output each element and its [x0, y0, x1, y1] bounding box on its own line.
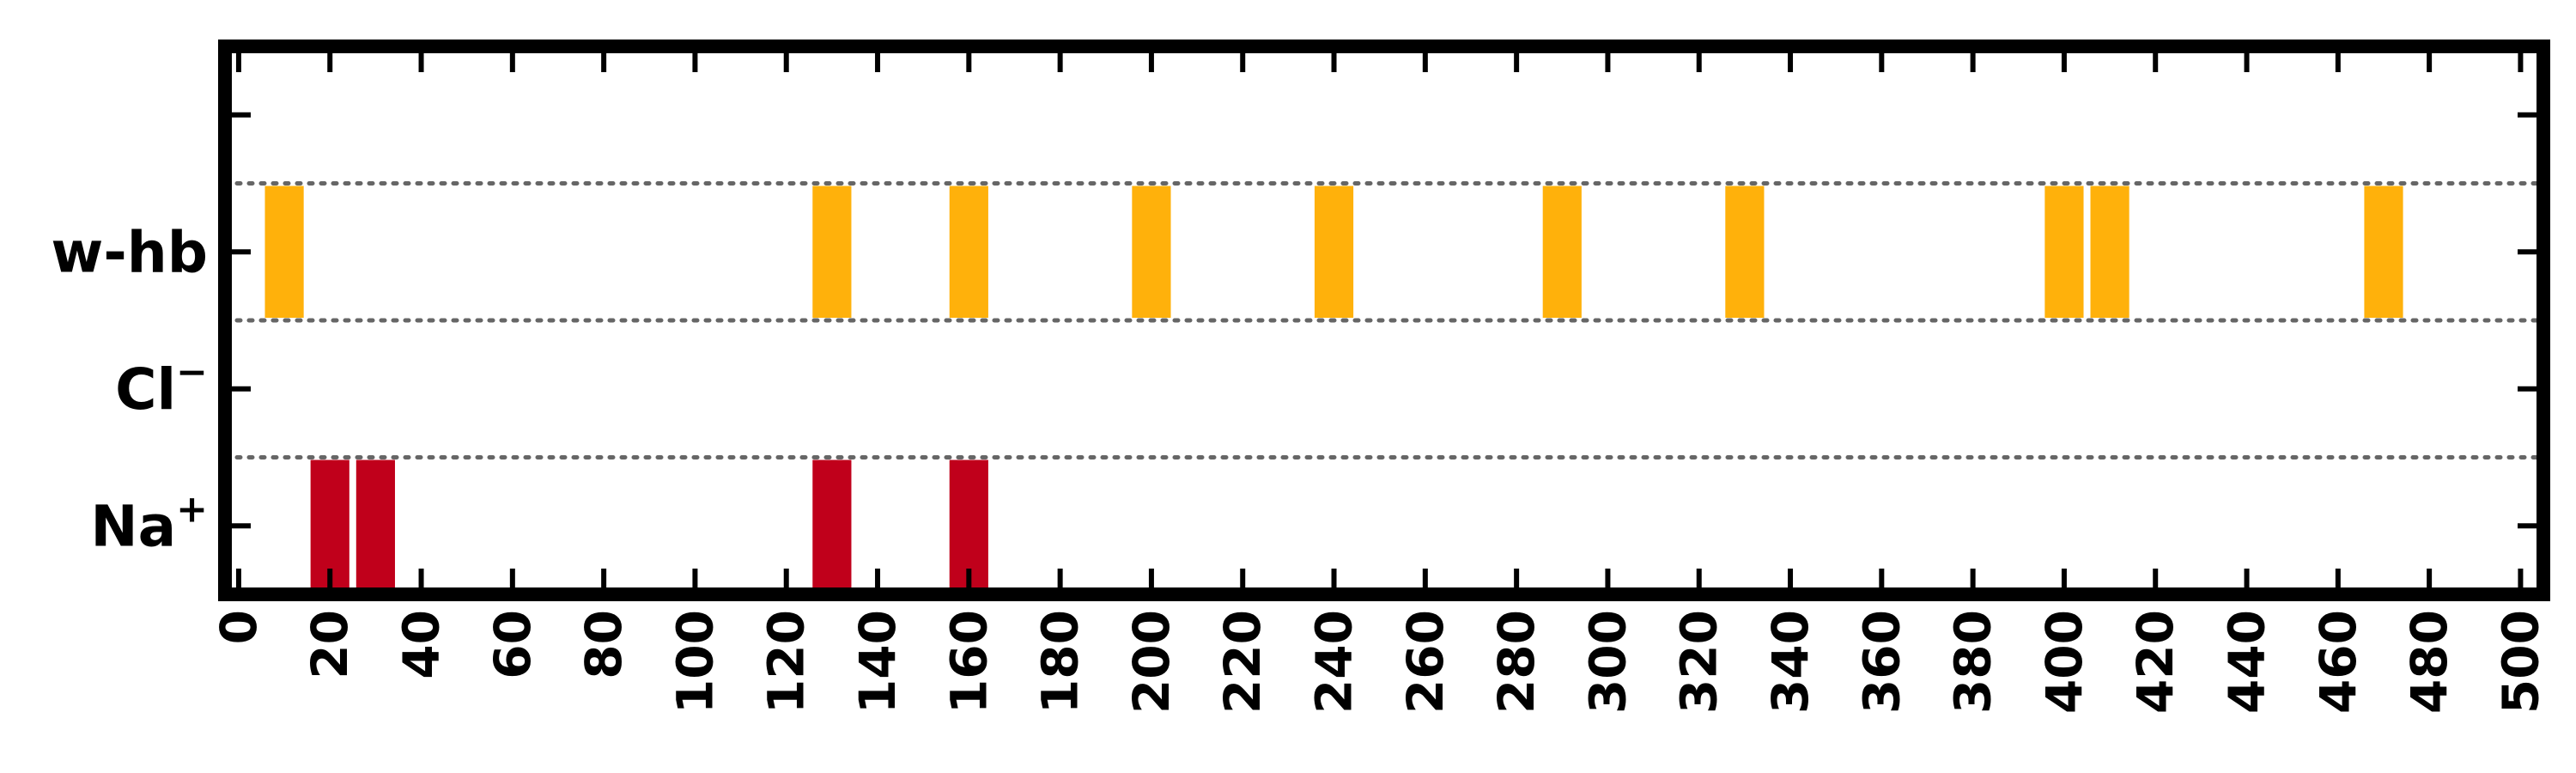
x-tick-label: 160	[939, 610, 998, 714]
x-tick-label: 480	[2400, 610, 2458, 714]
y-category-label: w-hb	[51, 219, 208, 285]
x-tick-label: 380	[1944, 610, 2002, 714]
event-bar	[949, 186, 988, 318]
x-tick-label: 360	[1852, 610, 1911, 714]
x-tick-label: 240	[1305, 610, 1364, 714]
x-tick-label: 460	[2309, 610, 2367, 714]
y-category-label: Na+	[90, 487, 208, 559]
event-bar	[1725, 186, 1765, 318]
event-bar	[2364, 186, 2403, 318]
x-tick-label: 340	[1761, 610, 1820, 714]
grid-lines	[222, 181, 2546, 460]
x-tick-label: 0	[210, 610, 268, 644]
plot-frame	[218, 40, 2550, 601]
x-tick-label: 320	[1670, 610, 1728, 714]
event-bar	[812, 186, 852, 318]
x-tick-label: 500	[2491, 610, 2549, 714]
y-category-label: Cl−	[115, 350, 208, 423]
x-tick-label: 280	[1487, 610, 1546, 714]
x-tick-label: 440	[2218, 610, 2276, 714]
x-tick-labels: 0 20 40 60 80 100 120 140 160 180 200 220 240 260 280 3…	[210, 610, 2549, 714]
x-tick-label: 400	[2035, 610, 2093, 714]
x-tick-label: 60	[483, 610, 542, 679]
event-bar	[812, 460, 852, 592]
event-bar	[2044, 186, 2084, 318]
x-tick-label: 420	[2126, 610, 2184, 714]
event-bar	[2090, 186, 2129, 318]
event-bar	[1542, 186, 1582, 318]
x-tick-label: 80	[574, 610, 633, 679]
event-bar	[1314, 186, 1354, 318]
y-tick-labels: Na+ Cl− w-hb	[51, 219, 208, 559]
x-tick-label: 120	[757, 610, 816, 714]
x-tick-label: 200	[1122, 610, 1181, 714]
x-tick-label: 260	[1396, 610, 1455, 714]
x-tick-label: 300	[1578, 610, 1637, 714]
event-bar	[355, 460, 395, 592]
x-tick-label: 220	[1213, 610, 1272, 714]
event-bar	[264, 186, 304, 318]
x-tick-label: 40	[392, 610, 451, 679]
x-tick-label: 100	[665, 610, 724, 714]
event-bars	[264, 186, 2403, 592]
x-tick-label: 20	[301, 610, 359, 679]
x-tick-label: 180	[1031, 610, 1090, 714]
event-bar	[1132, 186, 1171, 318]
x-tick-label: 140	[848, 610, 907, 714]
